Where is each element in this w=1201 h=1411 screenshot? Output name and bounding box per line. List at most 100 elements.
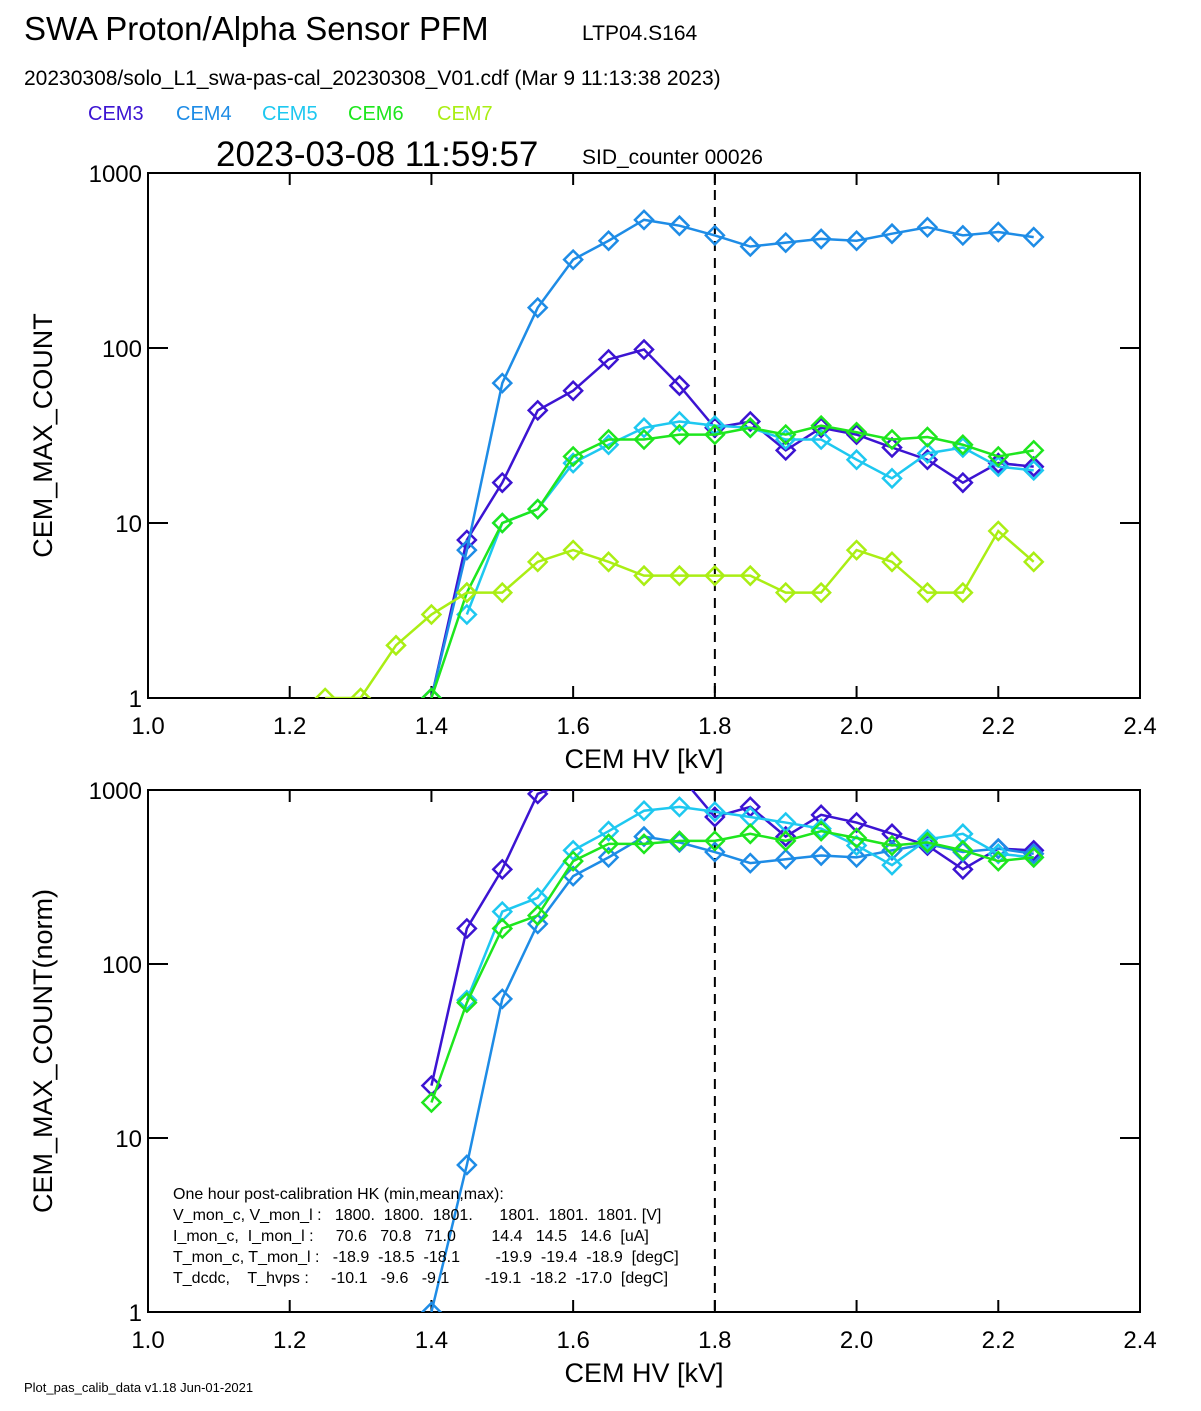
data-point (491, 512, 514, 534)
data-point (633, 417, 655, 439)
data-point (420, 687, 443, 698)
data-point (987, 445, 1010, 468)
plot-area (420, 790, 1045, 1312)
data-point (881, 854, 903, 876)
data-point (668, 214, 691, 237)
annotation: One hour post-calibration HK (min,mean,m… (173, 1186, 504, 1203)
data-point (1022, 439, 1045, 462)
data-point (774, 825, 797, 848)
data-point (739, 852, 762, 874)
data-point (597, 833, 620, 855)
y-tick-label: 1 (129, 686, 142, 713)
data-point (739, 417, 762, 439)
data-point (810, 817, 832, 840)
data-point (810, 844, 832, 867)
data-point (845, 229, 868, 252)
plot-frame (147, 172, 1141, 699)
data-point (491, 372, 514, 394)
legend-entry: CEM4 (176, 103, 232, 125)
tag: LTP04.S164 (582, 22, 698, 45)
data-point (633, 428, 655, 451)
data-point (987, 843, 1010, 865)
y-tick-label: 1 (129, 1300, 142, 1327)
data-point (597, 229, 620, 252)
x-tick-label: 1.6 (556, 713, 589, 740)
x-tick-label: 1.8 (698, 713, 731, 740)
data-point (881, 222, 903, 245)
data-point (668, 796, 691, 818)
plot-area (314, 209, 1045, 698)
data-point (456, 1154, 478, 1176)
annotation: T_dcdc, T_hvps : -10.1 -9.6 -9.1 -19.1 -… (173, 1270, 668, 1287)
data-point (1022, 459, 1045, 482)
data-point (1022, 226, 1045, 248)
data-point (314, 687, 336, 698)
x-axis-title: CEM HV [kV] (564, 1358, 723, 1388)
x-tick-label: 1.4 (415, 713, 448, 740)
data-point (739, 235, 762, 258)
data-point (633, 338, 655, 361)
data-point (562, 379, 584, 402)
data-point (668, 564, 691, 587)
data-point (349, 687, 372, 698)
timestamp: 2023-03-08 11:59:57 (216, 135, 538, 174)
footer: Plot_pas_calib_data v1.18 Jun-01-2021 (24, 1380, 253, 1395)
data-point (633, 799, 655, 822)
data-point (952, 858, 974, 881)
data-point (456, 989, 478, 1011)
data-point (668, 423, 691, 446)
data-point (845, 539, 868, 561)
data-point (952, 433, 974, 456)
data-point (810, 820, 832, 842)
data-point (916, 426, 939, 448)
data-point (1022, 846, 1045, 869)
data-point (916, 828, 939, 851)
x-tick-label: 2.4 (1123, 1327, 1156, 1354)
data-point (526, 904, 549, 927)
data-point (916, 831, 939, 854)
data-point (491, 581, 514, 604)
data-point (1022, 843, 1045, 865)
series-line (465, 805, 1034, 1001)
data-point (739, 410, 762, 433)
data-point (739, 823, 762, 845)
y-tick-label: 1000 (89, 161, 142, 188)
data-point (916, 216, 939, 238)
data-point (881, 436, 903, 459)
data-point (526, 913, 549, 935)
data-point (774, 423, 797, 446)
data-point (597, 820, 620, 842)
data-point (562, 248, 584, 271)
data-point (597, 846, 620, 869)
data-point (633, 825, 655, 848)
data-point (420, 1301, 443, 1312)
title: SWA Proton/Alpha Sensor PFM (24, 10, 489, 47)
y-tick-label: 100 (102, 952, 142, 979)
data-point (704, 224, 726, 247)
x-tick-label: 1.2 (273, 1327, 306, 1354)
data-point (881, 834, 903, 857)
data-point (881, 551, 903, 573)
x-tick-label: 1.2 (273, 713, 306, 740)
counter: SID_counter 00026 (582, 146, 763, 169)
annotation: T_mon_c, T_mon_l : -18.9 -18.5 -18.1 -19… (173, 1249, 679, 1266)
data-point (420, 603, 443, 626)
data-point (774, 231, 797, 254)
x-tick-label: 2.2 (982, 713, 1015, 740)
data-point (633, 833, 655, 855)
data-point (987, 850, 1010, 872)
data-point (597, 551, 620, 573)
data-point (385, 634, 407, 657)
data-point (526, 498, 549, 520)
data-point (810, 228, 832, 250)
y-tick-label: 1000 (89, 778, 142, 805)
data-point (456, 539, 478, 561)
data-point (491, 858, 514, 881)
annotation: V_mon_c, V_mon_l : 1800. 1800. 1801. 180… (173, 1207, 661, 1224)
data-point (526, 551, 549, 573)
x-tick-label: 2.2 (982, 1327, 1015, 1354)
legend-entry: CEM7 (437, 103, 493, 125)
data-point (774, 581, 797, 604)
data-point (774, 830, 797, 852)
